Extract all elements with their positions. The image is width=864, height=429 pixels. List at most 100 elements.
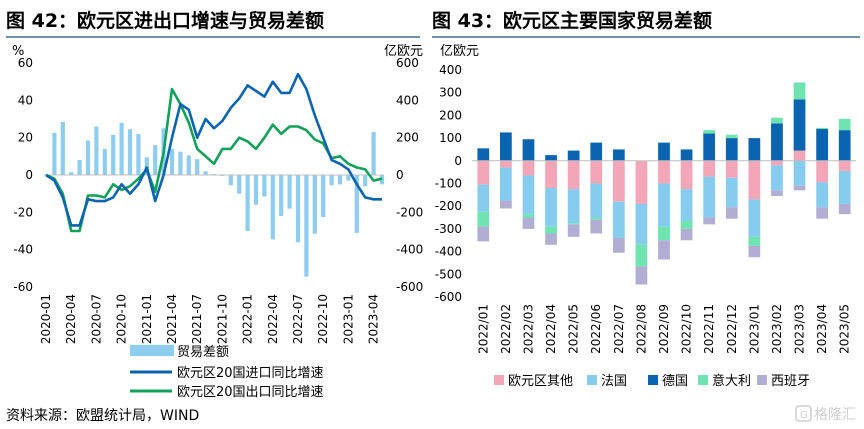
chart2-bar-13-4 <box>771 190 783 196</box>
watermark-logo: G 格隆汇 <box>795 405 856 423</box>
chart1-balance-bar-9 <box>119 122 124 175</box>
chart2-bar-3-3 <box>545 226 557 234</box>
chart1-x-tick-13: 2023-04 <box>367 294 381 344</box>
chart2-bar-6-1 <box>612 201 625 238</box>
chart2-y-tick-8: -400 <box>435 245 462 259</box>
chart1-balance-bar-15 <box>169 148 175 175</box>
chart1-x-tick-12: 2023-01 <box>341 294 355 344</box>
chart1-x-tick-4: 2021-01 <box>140 294 154 344</box>
chart2-bar-8-2 <box>658 142 670 161</box>
chart2-legend-label-0: 欧元区其他 <box>508 374 573 389</box>
chart2-bar-1-4 <box>500 200 512 209</box>
chart2-bar-7-1 <box>635 203 648 245</box>
chart2-bar-2-0 <box>522 160 535 176</box>
chart1-left-tick-4: -20 <box>13 205 33 219</box>
chart2-bar-15-3 <box>816 127 828 130</box>
chart2-bar-0-3 <box>477 211 490 227</box>
chart2-bar-4-4 <box>567 224 580 237</box>
chart2-y-axis: 400 300 200 100 0 -100 -200 -300 -400 -500 -600 <box>435 63 462 304</box>
chart1-left-tick-3: 0 <box>25 168 33 182</box>
chart2-y-tick-4: 0 <box>454 154 462 168</box>
chart2-bar-11-4 <box>725 207 738 219</box>
chart2-x-tick-16: 2023/05 <box>838 304 852 354</box>
chart2-y-tick-5: -100 <box>435 177 462 191</box>
chart2-legend-swatch-4 <box>757 375 767 385</box>
chart2-bar-1-0 <box>500 160 512 168</box>
chart2-x-axis: 2022/01 2022/02 2022/03 2022/04 2022/05 2022/… <box>476 304 851 354</box>
chart2-bar-10-1 <box>703 176 716 218</box>
chart2-bar-15-2 <box>816 129 828 161</box>
chart1-balance-bar-5 <box>85 140 91 175</box>
chart2-legend-swatch-2 <box>648 375 658 385</box>
chart2-bar-9-1 <box>680 189 693 221</box>
chart2-bar-8-3 <box>658 226 670 241</box>
chart2-x-tick-13: 2023/02 <box>770 304 784 354</box>
chart1-x-axis: 2020-01 2020-04 2020-07 2020-10 2021-01 2021-… <box>39 294 381 344</box>
chart2-bar-6-4 <box>612 237 625 253</box>
chart2-y-tick-6: -200 <box>435 199 462 213</box>
chart2-legend-label-1: 法国 <box>601 374 627 389</box>
chart2-x-tick-1: 2022/02 <box>499 304 513 354</box>
chart1-left-tick-5: -40 <box>13 243 33 257</box>
chart1-right-tick-5: -400 <box>396 243 423 257</box>
chart1-right-tick-3: 0 <box>396 168 404 182</box>
chart2-bar-9-3 <box>680 220 693 229</box>
chart2-bar-6-2 <box>612 149 625 161</box>
chart2-bar-9-0 <box>680 160 693 190</box>
chart2-y-tick-9: -500 <box>435 267 462 281</box>
chart2-bar-8-0 <box>658 160 670 184</box>
chart2-y-tick-3: 100 <box>439 131 462 145</box>
chart2-legend-label-3: 意大利 <box>712 373 751 389</box>
chart2-y-tick-2: 200 <box>439 108 462 122</box>
chart1-legend-label-0: 贸易差额 <box>177 345 229 360</box>
chart2-bar-13-3 <box>771 117 783 124</box>
chart2-bar-16-4 <box>838 203 851 215</box>
chart1-left-tick-1: 40 <box>18 93 33 107</box>
chart2-y-tick-7: -300 <box>435 222 462 236</box>
chart1-right-unit: 亿欧元 <box>384 44 423 59</box>
chart1-balance-bar-39 <box>371 132 376 175</box>
chart2-bar-13-2 <box>771 123 783 161</box>
chart2-bar-14-1 <box>793 160 806 186</box>
chart1-balance-bar-12 <box>144 157 149 175</box>
chart2-bar-10-3 <box>703 130 716 134</box>
chart1-x-tick-6: 2021-07 <box>190 294 204 344</box>
chart2-bar-16-3 <box>838 118 851 131</box>
chart2-bar-3-4 <box>545 233 557 245</box>
chart1-balance-bar-13 <box>153 145 158 175</box>
chart2-bar-16-1 <box>838 171 851 204</box>
chart1-legend-swatch-0 <box>130 345 174 356</box>
chart2-bar-7-4 <box>635 266 648 285</box>
chart1-balance-bar-26 <box>262 175 267 197</box>
chart2-bar-5-1 <box>590 183 603 218</box>
chart1-x-tick-2: 2020-07 <box>89 294 103 344</box>
chart2-bar-3-0 <box>545 160 557 189</box>
chart1-x-tick-10: 2022-07 <box>291 294 305 344</box>
chart2-legend-swatch-0 <box>494 375 504 385</box>
chart1-balance-bar-36 <box>346 175 351 181</box>
chart2-bar-12-0 <box>748 160 761 200</box>
svg-text:G: G <box>800 410 808 421</box>
chart1-right-tick-1: 400 <box>396 93 419 107</box>
chart2-bar-9-4 <box>680 228 693 241</box>
chart2-bar-14-0 <box>793 150 806 161</box>
chart2-x-tick-14: 2023/03 <box>793 304 807 354</box>
chart1-balance-bar-33 <box>321 175 326 217</box>
chart1-left-axis: 60 40 20 0 -20 -40 -60 <box>13 56 33 294</box>
chart2-bar-7-3 <box>635 244 648 267</box>
chart2-legend-label-4: 西班牙 <box>771 374 810 389</box>
chart1-balance-bar-18 <box>195 159 200 175</box>
chart2-legend-swatch-1 <box>587 375 597 385</box>
chart2-legend: 欧元区其他 法国 德国 意大利 西班牙 <box>494 373 810 389</box>
chart2-country-balance: 亿欧元 400 300 200 100 0 -100 -200 -300 -400 -500 -60… <box>435 44 856 389</box>
chart1-legend-label-2: 欧元区20国出口同比增速 <box>177 385 324 400</box>
chart2-bar-5-2 <box>590 142 603 161</box>
chart1-balance-bar-27 <box>270 175 275 240</box>
chart1-x-tick-3: 2020-10 <box>115 294 129 344</box>
chart2-x-tick-2: 2022/03 <box>521 304 535 354</box>
source-note: 资料来源：欧盟统计局，WIND <box>6 408 199 424</box>
chart1-growth-lines <box>45 72 383 233</box>
chart2-bar-1-1 <box>500 167 512 201</box>
chart1-right-tick-6: -600 <box>396 280 423 294</box>
